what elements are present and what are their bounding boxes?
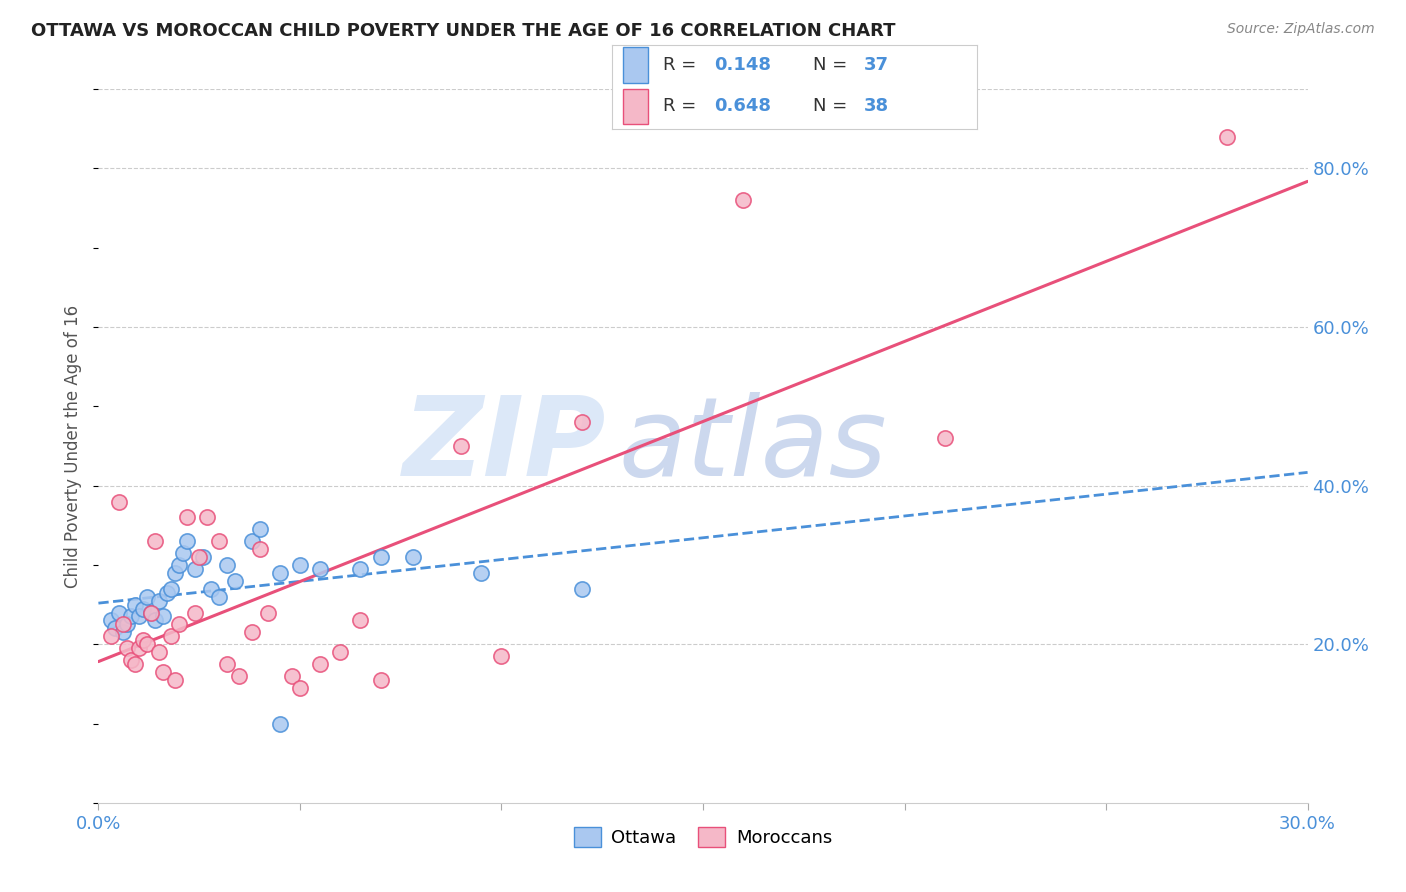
- Point: [329, 645, 352, 659]
- Point: [111, 617, 134, 632]
- Point: [470, 566, 492, 580]
- Point: [115, 641, 138, 656]
- Point: [128, 609, 150, 624]
- Point: [111, 625, 134, 640]
- Point: [100, 614, 122, 628]
- Point: [120, 609, 142, 624]
- Point: [208, 534, 231, 549]
- Point: [402, 549, 425, 564]
- Point: [193, 549, 215, 564]
- Point: [309, 657, 332, 671]
- Point: [1216, 129, 1239, 144]
- Text: R =: R =: [662, 96, 702, 114]
- Point: [176, 510, 198, 524]
- Point: [256, 606, 278, 620]
- Text: atlas: atlas: [619, 392, 887, 500]
- Point: [208, 590, 231, 604]
- Text: N =: N =: [813, 56, 852, 74]
- Point: [349, 562, 371, 576]
- Point: [132, 633, 155, 648]
- Text: OTTAWA VS MOROCCAN CHILD POVERTY UNDER THE AGE OF 16 CORRELATION CHART: OTTAWA VS MOROCCAN CHILD POVERTY UNDER T…: [31, 22, 896, 40]
- Point: [733, 193, 755, 207]
- Bar: [623, 88, 648, 124]
- Point: [249, 522, 271, 536]
- Point: [163, 673, 186, 687]
- Point: [143, 614, 166, 628]
- Point: [124, 657, 146, 671]
- Point: [370, 549, 392, 564]
- Point: [139, 606, 162, 620]
- Point: [176, 534, 198, 549]
- Legend: Ottawa, Moroccans: Ottawa, Moroccans: [567, 820, 839, 855]
- Point: [184, 562, 207, 576]
- Text: R =: R =: [662, 56, 702, 74]
- Text: 38: 38: [863, 96, 889, 114]
- Point: [135, 590, 157, 604]
- Point: [143, 534, 166, 549]
- Text: 37: 37: [863, 56, 889, 74]
- Point: [124, 598, 146, 612]
- Point: [115, 617, 138, 632]
- Point: [139, 606, 162, 620]
- Text: N =: N =: [813, 96, 852, 114]
- Point: [240, 534, 263, 549]
- Point: [269, 566, 291, 580]
- Point: [132, 601, 155, 615]
- Point: [370, 673, 392, 687]
- Point: [288, 558, 311, 572]
- Point: [217, 558, 239, 572]
- Point: [172, 546, 194, 560]
- Point: [349, 614, 371, 628]
- Point: [200, 582, 222, 596]
- Point: [156, 585, 179, 599]
- Point: [148, 593, 170, 607]
- Text: Source: ZipAtlas.com: Source: ZipAtlas.com: [1227, 22, 1375, 37]
- Point: [217, 657, 239, 671]
- Point: [135, 637, 157, 651]
- Point: [128, 641, 150, 656]
- Point: [152, 665, 174, 679]
- Point: [571, 582, 593, 596]
- Point: [934, 431, 956, 445]
- Text: ZIP: ZIP: [402, 392, 606, 500]
- Point: [107, 606, 129, 620]
- Point: [184, 606, 207, 620]
- Text: 0.148: 0.148: [714, 56, 770, 74]
- Point: [188, 549, 211, 564]
- Point: [224, 574, 246, 588]
- Point: [288, 681, 311, 695]
- Point: [163, 566, 186, 580]
- Point: [195, 510, 218, 524]
- Point: [152, 609, 174, 624]
- Point: [100, 629, 122, 643]
- Point: [103, 621, 125, 635]
- Point: [167, 617, 190, 632]
- Point: [167, 558, 190, 572]
- Point: [309, 562, 332, 576]
- Point: [450, 439, 472, 453]
- Point: [281, 669, 304, 683]
- Y-axis label: Child Poverty Under the Age of 16: Child Poverty Under the Age of 16: [65, 304, 83, 588]
- Point: [269, 716, 291, 731]
- Bar: [623, 47, 648, 83]
- Point: [160, 629, 183, 643]
- Point: [491, 649, 513, 664]
- Point: [160, 582, 183, 596]
- Point: [240, 625, 263, 640]
- Point: [120, 653, 142, 667]
- Point: [148, 645, 170, 659]
- Point: [249, 542, 271, 557]
- Point: [571, 415, 593, 429]
- Point: [228, 669, 250, 683]
- Point: [107, 494, 129, 508]
- Text: 0.648: 0.648: [714, 96, 770, 114]
